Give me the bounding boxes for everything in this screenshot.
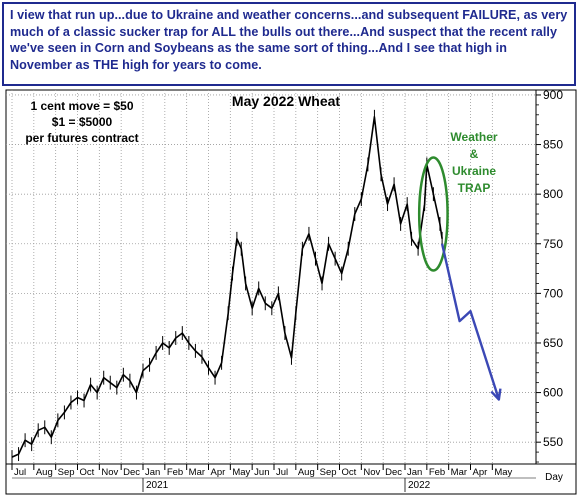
x-tick-label: Apr	[211, 467, 226, 478]
year-label: 2021	[146, 480, 169, 491]
trap-label-1: Weather	[450, 130, 497, 144]
x-tick-label: Jun	[254, 467, 269, 478]
trap-ellipse	[417, 156, 449, 272]
x-tick-label: Feb	[167, 467, 183, 478]
x-tick-label: Dec	[385, 467, 402, 478]
x-axis-label: Day	[545, 472, 563, 483]
chart-svg: 550 600 650 700 750 800 850 900 Jul Aug Sep Oct Nov…	[5, 88, 577, 495]
note-line-2: $1 = $5000	[52, 115, 113, 129]
y-tick-label: 600	[543, 386, 563, 400]
x-tick-label: Nov	[363, 467, 380, 478]
x-tick-label: Sep	[58, 467, 75, 478]
trap-label-4: TRAP	[458, 181, 491, 195]
x-tick-label: May	[494, 467, 512, 478]
y-tick-label: 650	[543, 336, 563, 350]
price-line	[11, 116, 443, 458]
x-tick-label: Dec	[123, 467, 140, 478]
x-tick-label: Jan	[145, 467, 160, 478]
y-tick-label: 750	[543, 237, 563, 251]
x-axis-panel	[5, 463, 577, 495]
x-tick-label: Sep	[320, 467, 337, 478]
projection-arrow	[440, 243, 501, 400]
y-tick-label: 850	[543, 138, 563, 152]
x-tick-label: Mar	[189, 467, 205, 478]
x-tick-label: Aug	[298, 467, 315, 478]
x-tick-label: Jul	[276, 467, 288, 478]
x-tick-label: Aug	[36, 467, 53, 478]
note-line-3: per futures contract	[25, 131, 138, 145]
x-tick-label: Apr	[473, 467, 488, 478]
x-tick-label: Oct	[342, 467, 357, 478]
chart: 550 600 650 700 750 800 850 900 Jul Aug Sep Oct Nov…	[2, 88, 578, 496]
caption-box: I view that run up...due to Ukraine and …	[2, 2, 576, 86]
trap-label-2: &	[470, 147, 479, 161]
y-tick-label: 800	[543, 187, 563, 201]
x-tick-label: Nov	[101, 467, 118, 478]
plot-area	[5, 89, 537, 465]
x-tick-label: Jan	[407, 467, 422, 478]
arrow-head	[490, 388, 502, 401]
y-axis-panel	[535, 89, 577, 465]
x-tick-label: May	[232, 467, 250, 478]
y-tick-label: 900	[543, 88, 563, 102]
x-tick-label: Jul	[14, 467, 26, 478]
chart-title: May 2022 Wheat	[232, 93, 340, 109]
x-tick-label: Oct	[80, 467, 95, 478]
y-tick-label: 550	[543, 435, 563, 449]
x-tick-label: Feb	[429, 467, 445, 478]
year-label: 2022	[408, 480, 431, 491]
trap-label-3: Ukraine	[452, 164, 496, 178]
x-tick-label: Mar	[451, 467, 467, 478]
note-line-1: 1 cent move = $50	[30, 99, 133, 113]
y-tick-label: 700	[543, 286, 563, 300]
